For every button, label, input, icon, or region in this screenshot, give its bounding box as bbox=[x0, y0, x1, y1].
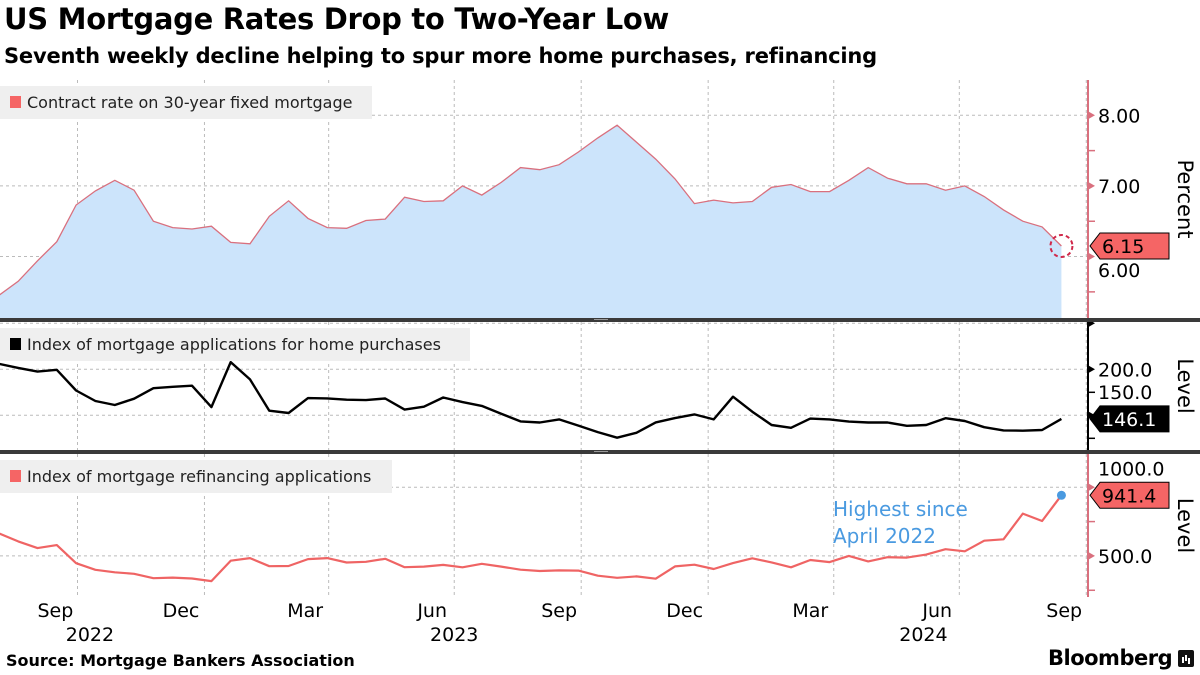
y-tick-label: 6.00 bbox=[1098, 260, 1140, 282]
y-tick bbox=[1088, 252, 1095, 261]
chart-title: US Mortgage Rates Drop to Two-Year Low bbox=[4, 2, 670, 36]
y-tick bbox=[1088, 551, 1095, 560]
legend-0: Contract rate on 30-year fixed mortgage bbox=[0, 86, 372, 119]
x-year-label: 2023 bbox=[430, 624, 478, 646]
x-year-label: 2022 bbox=[66, 624, 114, 646]
source-note: Source: Mortgage Bankers Association bbox=[6, 651, 355, 670]
rate-line bbox=[0, 124, 1062, 296]
legend-background bbox=[0, 86, 372, 119]
x-tick-label: Mar bbox=[792, 600, 828, 622]
highlight-dot bbox=[1056, 490, 1066, 500]
x-tick-label: Jun bbox=[921, 600, 952, 622]
x-tick-label: Dec bbox=[666, 600, 703, 622]
annotation-text: April 2022 bbox=[833, 524, 936, 548]
legend-2: Index of mortgage refinancing applicatio… bbox=[0, 460, 392, 493]
y-tick bbox=[1088, 181, 1095, 190]
y-tick-label: 150.0 bbox=[1098, 382, 1152, 404]
x-tick-label: Dec bbox=[163, 600, 200, 622]
latest-value-tag bbox=[1089, 232, 1170, 260]
x-tick-label: Sep bbox=[541, 600, 577, 622]
legend-swatch bbox=[10, 338, 21, 350]
y-axis-title: Level bbox=[1173, 498, 1197, 553]
x-year-label: 2024 bbox=[899, 624, 947, 646]
x-tick-label: Sep bbox=[1046, 600, 1082, 622]
latest-value-label: 6.15 bbox=[1102, 236, 1144, 258]
chart-subtitle: Seventh weekly decline helping to spur m… bbox=[4, 44, 877, 68]
y-tick-label: 200.0 bbox=[1098, 359, 1152, 381]
legend-swatch bbox=[10, 470, 21, 482]
y-axis-title: Percent bbox=[1173, 159, 1197, 238]
logo-text: Bloomberg bbox=[1048, 646, 1173, 670]
purchase-index-line bbox=[0, 360, 1062, 439]
refi-index-line bbox=[0, 494, 1063, 583]
y-tick bbox=[1088, 411, 1095, 420]
panel-resize-grip bbox=[594, 451, 608, 452]
legend-label: Index of mortgage applications for home … bbox=[27, 335, 441, 354]
legend-background bbox=[0, 328, 470, 361]
latest-value-tag bbox=[1089, 481, 1170, 509]
legend-1: Index of mortgage applications for home … bbox=[0, 328, 470, 361]
latest-value-tag bbox=[1089, 405, 1170, 433]
legend-background bbox=[0, 460, 392, 493]
legend-label: Index of mortgage refinancing applicatio… bbox=[27, 467, 371, 486]
y-tick-label: 8.00 bbox=[1098, 105, 1140, 127]
x-tick-label: Jun bbox=[416, 600, 447, 622]
latest-value-label: 146.1 bbox=[1102, 409, 1156, 431]
y-tick bbox=[1088, 483, 1095, 492]
x-tick-label: Sep bbox=[38, 600, 74, 622]
x-tick-label: Mar bbox=[287, 600, 323, 622]
latest-value-highlight-circle bbox=[1049, 233, 1074, 258]
latest-value-label: 941.4 bbox=[1102, 485, 1156, 507]
y-tick bbox=[1088, 111, 1095, 120]
y-tick bbox=[1088, 365, 1095, 374]
panel-resize-grip bbox=[594, 319, 608, 320]
legend-label: Contract rate on 30-year fixed mortgage bbox=[27, 93, 352, 112]
rate-area bbox=[0, 125, 1062, 318]
y-tick-label: 500.0 bbox=[1098, 546, 1152, 568]
annotation-text: Highest since bbox=[833, 497, 968, 521]
y-tick-label: 7.00 bbox=[1098, 176, 1140, 198]
legend-swatch bbox=[10, 96, 21, 108]
bloomberg-chart-icon bbox=[1178, 649, 1195, 667]
y-axis-title: Level bbox=[1173, 358, 1197, 413]
y-tick-label: 1000.0 bbox=[1098, 458, 1164, 480]
bloomberg-logo: Bloomberg bbox=[1048, 646, 1195, 670]
